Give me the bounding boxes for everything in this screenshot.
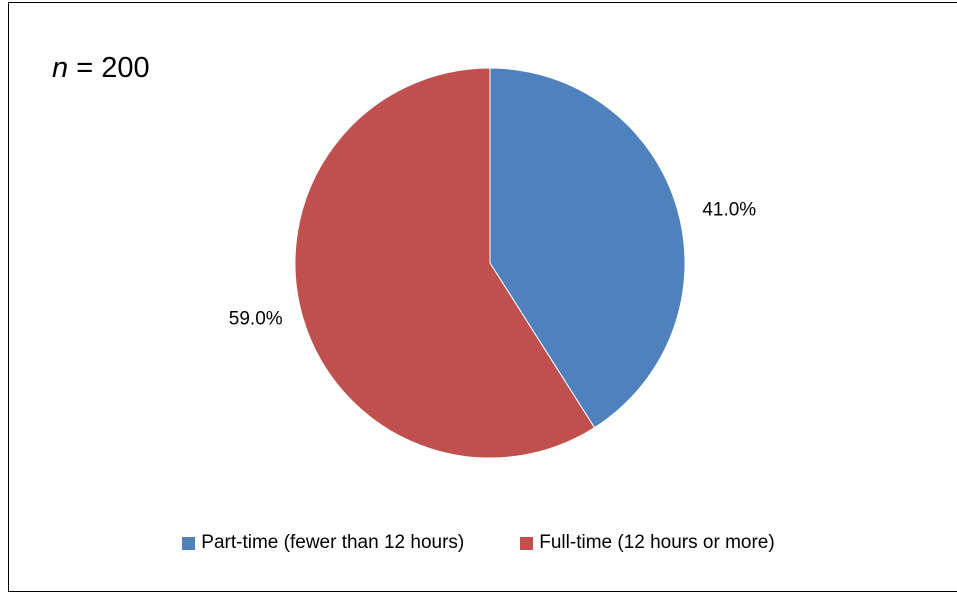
legend-item-part-time: Part-time (fewer than 12 hours) <box>182 532 464 554</box>
legend-swatch-part-time <box>182 537 195 550</box>
legend-item-full-time: Full-time (12 hours or more) <box>520 532 774 554</box>
pie-chart: 41.0% 59.0% <box>0 0 957 577</box>
pie-data-label-1: 59.0% <box>229 308 283 329</box>
legend-label-full-time: Full-time (12 hours or more) <box>539 532 774 554</box>
legend-swatch-full-time <box>520 537 533 550</box>
legend-label-part-time: Part-time (fewer than 12 hours) <box>201 532 464 554</box>
chart-legend: Part-time (fewer than 12 hours) Full-tim… <box>0 532 957 554</box>
pie-slices <box>295 68 685 458</box>
pie-data-label-0: 41.0% <box>702 200 756 221</box>
